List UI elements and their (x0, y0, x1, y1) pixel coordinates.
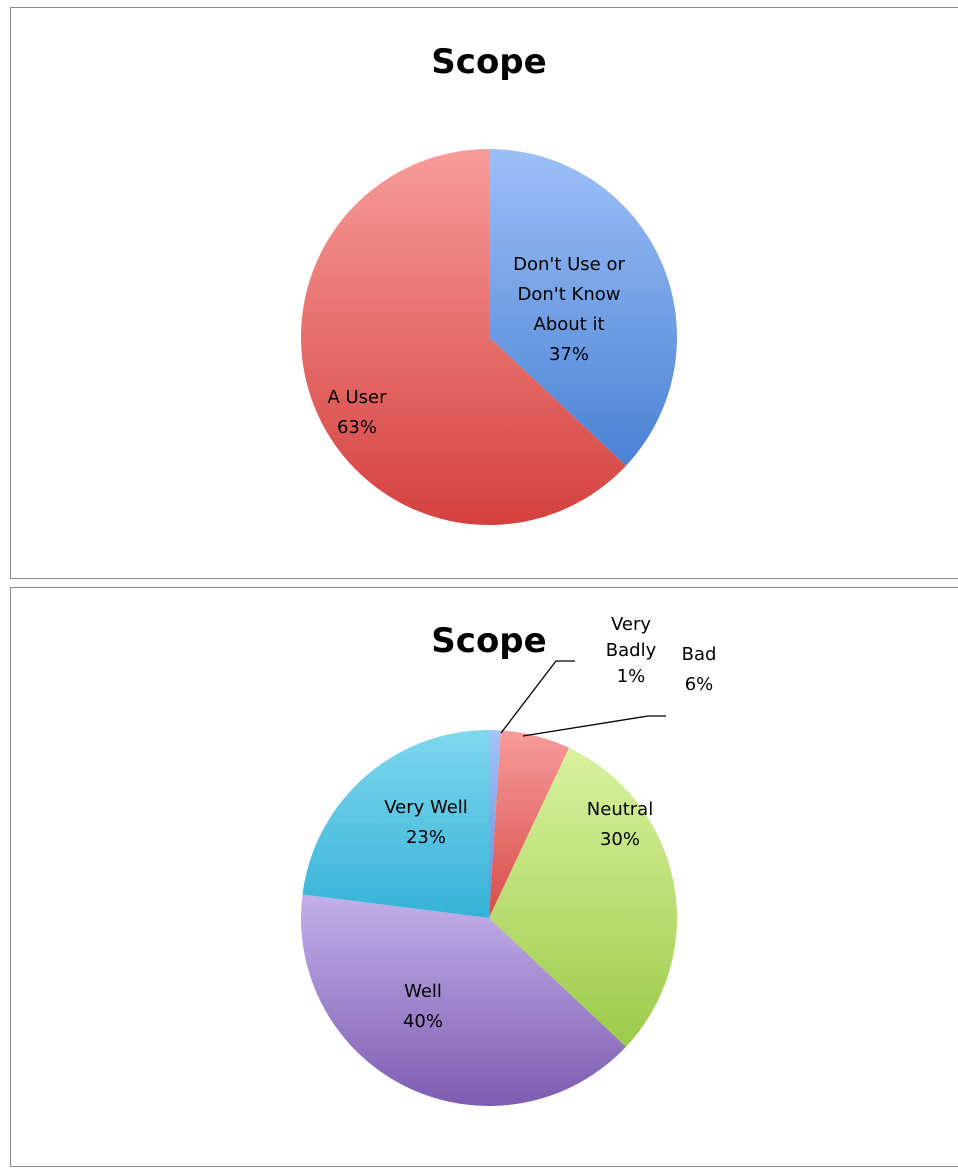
data-label-well: Well 40% (403, 981, 443, 1032)
pie-slice-neutral (489, 747, 678, 1047)
pie-chart-rating: Scope Very Badly 1% Bad 6% Neutral 30% Well 40% Ve… (300, 614, 717, 1107)
chart-title: Scope (431, 621, 546, 661)
data-label-very-well: Very Well 23% (384, 797, 468, 848)
pie-slice-a-user (300, 149, 627, 525)
data-label-a-user: A User 63% (327, 387, 387, 438)
chart-title: Scope (431, 42, 546, 82)
leader-line-bad (522, 715, 666, 737)
pie-slice-well (300, 894, 627, 1107)
leader-line-very-badly (500, 660, 575, 734)
chart-panel-scope-usage: Scope Don't Use or Don't Know About it 37% A … (10, 7, 958, 579)
pie-slice-bad (489, 730, 570, 918)
data-label-neutral: Neutral 30% (587, 799, 653, 850)
data-label-don-t-use-or-don-t-know-about-it: Don't Use or Don't Know About it 37% (513, 254, 625, 365)
data-label-bad: Bad 6% (682, 644, 717, 695)
chart-panel-scope-rating: Scope Very Badly 1% Bad 6% Neutral 30% Well 40% Ve… (10, 587, 958, 1167)
pie-slice-very-badly (489, 730, 501, 918)
data-label-very-badly: Very Badly 1% (606, 614, 657, 687)
pie-slice-very-well (302, 730, 489, 918)
pie-chart-usage: Scope Don't Use or Don't Know About it 37% A … (300, 42, 677, 525)
pie-slice-don-t-use-or-don-t-know-about-it (489, 149, 677, 466)
